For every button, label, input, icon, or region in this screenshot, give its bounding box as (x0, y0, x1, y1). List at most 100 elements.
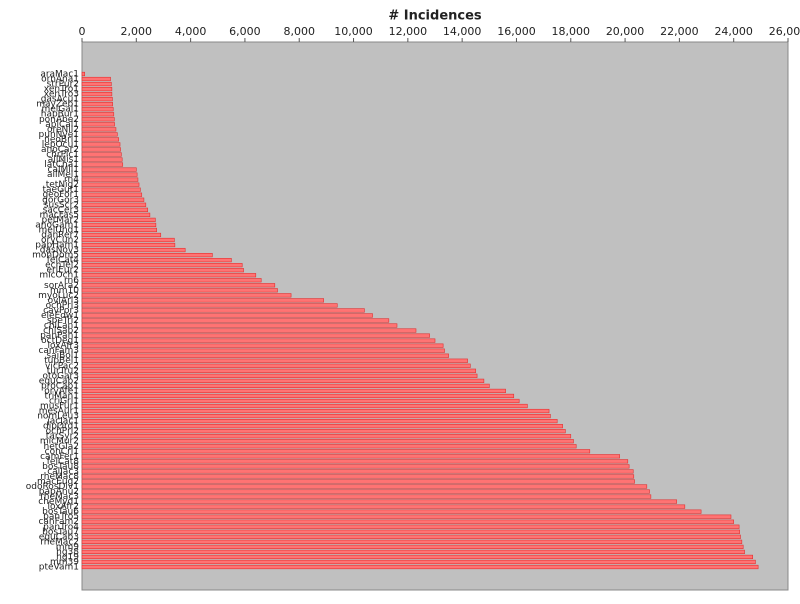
y-tick-label: cheMyd1 (38, 497, 79, 507)
bar (81, 227, 157, 233)
y-tick-label: panPan1 (40, 331, 79, 341)
y-tick-label: tupBel1 (44, 356, 79, 366)
y-tick-label: triMan1 (45, 391, 79, 401)
y-tick-label: chiLan1 (44, 321, 79, 331)
y-tick-label: tarSyr2 (46, 432, 79, 442)
bar (81, 298, 324, 303)
y-tick-label: dipOrd1 (43, 422, 79, 432)
y-tick-label: danRer7 (41, 230, 79, 240)
bar (81, 554, 754, 560)
y-tick-label: mayZeb1 (36, 100, 79, 110)
bar (81, 464, 630, 469)
bar (81, 449, 591, 454)
bar (81, 539, 743, 544)
y-tick-label: proCap1 (41, 381, 79, 391)
bar (81, 172, 138, 177)
y-tick-label: eleEdw1 (41, 311, 79, 321)
y-tick-label: ailMel1 (47, 170, 79, 180)
bar (81, 564, 759, 570)
y-tick-label: hetGla2 (44, 442, 80, 452)
y-tick-label: rn4 (64, 175, 79, 185)
bar (81, 207, 149, 212)
y-tick-label: monDom5 (32, 251, 79, 261)
bar (81, 147, 121, 152)
bar (81, 303, 338, 308)
bar (81, 454, 620, 459)
bar (81, 197, 145, 202)
bar (81, 363, 471, 368)
x-tick-label: 20,000 (606, 25, 645, 38)
chart-title: # Incidences (388, 9, 482, 24)
y-tick-label: dasNov3 (40, 246, 79, 256)
y-tick-label: gasAcu1 (41, 95, 79, 105)
y-tick-label: susScr2 (44, 200, 79, 210)
y-tick-label: rn6 (64, 276, 79, 286)
bar (81, 293, 292, 298)
x-tick-label: 18,000 (552, 25, 591, 38)
x-tick-label: 6,000 (229, 25, 261, 38)
x-tick-label: 24,000 (714, 25, 753, 38)
y-tick-label: criGri1 (49, 396, 79, 406)
bar (81, 328, 417, 333)
y-tick-label: bosTau7 (42, 527, 79, 537)
x-tick-label: 12,000 (389, 25, 428, 38)
x-tick-label: 14,000 (443, 25, 482, 38)
y-tick-label: macFas5 (39, 210, 79, 220)
y-tick-label: canFam3 (38, 346, 79, 356)
y-tick-label: equCab2 (39, 376, 79, 386)
y-tick-label: gorGor3 (42, 195, 79, 205)
y-tick-label: myoLuc2 (38, 291, 79, 301)
bar (81, 343, 444, 348)
bar (81, 102, 113, 107)
y-tick-label: ponAbe2 (39, 115, 79, 125)
bar (81, 373, 478, 378)
y-tick-label: micMur2 (40, 437, 79, 447)
x-tick-label: 10,000 (334, 25, 373, 38)
y-tick-label: mm9 (56, 542, 80, 552)
y-tick-label: rheMac3 (40, 492, 79, 502)
y-tick-label: hg19 (56, 552, 79, 562)
y-tick-label: saiBol1 (46, 351, 79, 361)
bar (81, 419, 558, 424)
y-tick-label: oryAfe1 (44, 386, 79, 396)
bar (81, 268, 244, 273)
bar (81, 308, 365, 313)
y-tick-label: felCat4 (47, 256, 80, 266)
bar (81, 222, 157, 228)
bar (81, 353, 449, 358)
y-tick-label: odoRosDiv1 (26, 482, 79, 492)
bar (81, 489, 650, 494)
bar (81, 358, 468, 363)
bar (81, 559, 756, 565)
y-tick-label: sacCer3 (43, 205, 79, 215)
y-tick-label: hapBur1 (41, 110, 79, 120)
bar (81, 403, 528, 409)
y-tick-label: felCat8 (47, 457, 80, 467)
y-tick-label: mesAur1 (39, 407, 79, 417)
bar (81, 408, 550, 414)
y-tick-label: punNye1 (39, 130, 79, 140)
bar (81, 494, 652, 499)
bar (81, 81, 112, 87)
y-tick-label: echTel2 (45, 261, 79, 271)
y-tick-label: chrPic1 (46, 150, 79, 160)
bar (81, 122, 115, 127)
bar (81, 288, 278, 293)
bar (81, 333, 430, 338)
bar (81, 444, 577, 449)
bar (81, 313, 373, 318)
y-tick-label: panTro5 (43, 512, 79, 522)
bar (81, 398, 520, 404)
bar (81, 167, 137, 172)
bar (81, 182, 140, 187)
y-tick-label: eriEur2 (46, 266, 79, 276)
bar (81, 424, 563, 429)
bar (81, 393, 515, 399)
bar (81, 549, 745, 555)
y-tick-label: equCab3 (39, 532, 79, 542)
y-tick-label: macEug2 (37, 477, 79, 487)
bar (81, 247, 186, 253)
y-tick-label: sorAra2 (44, 281, 79, 291)
bar (81, 474, 635, 479)
